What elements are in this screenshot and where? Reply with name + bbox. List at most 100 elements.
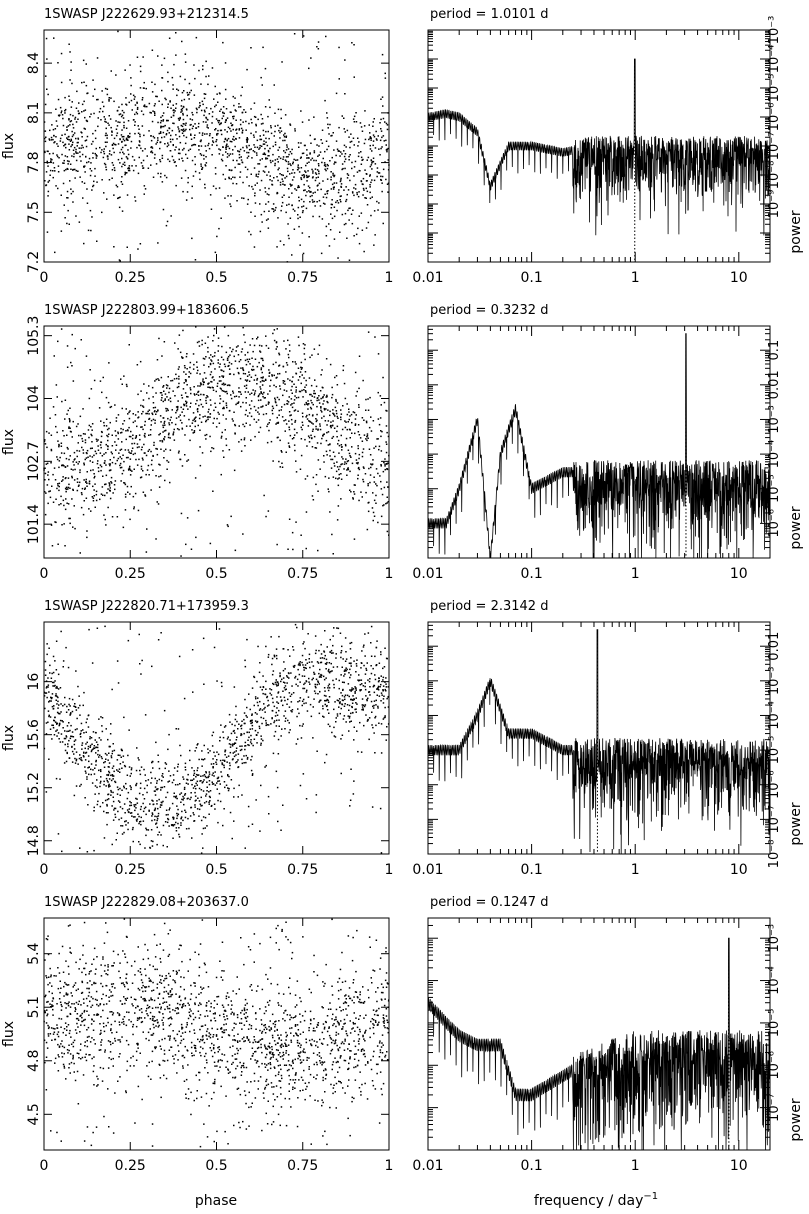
- data-point: [364, 688, 367, 691]
- data-point: [345, 721, 347, 723]
- data-point: [160, 789, 162, 791]
- data-point: [165, 448, 167, 451]
- data-point: [217, 362, 219, 364]
- data-point: [173, 111, 175, 114]
- data-point: [242, 326, 244, 329]
- data-point: [375, 699, 377, 702]
- data-point: [201, 343, 203, 346]
- data-point: [67, 477, 70, 479]
- data-point: [55, 425, 57, 428]
- data-point: [50, 449, 53, 452]
- data-point: [54, 521, 56, 523]
- data-point: [358, 242, 361, 245]
- data-point: [337, 505, 340, 507]
- data-point: [134, 452, 136, 455]
- data-point: [288, 518, 291, 520]
- data-point: [239, 119, 242, 121]
- data-point: [333, 465, 336, 467]
- data-point: [368, 138, 370, 141]
- data-point: [247, 155, 250, 157]
- data-point: [166, 129, 169, 132]
- data-point: [223, 390, 225, 392]
- data-point: [331, 533, 333, 536]
- data-point: [123, 111, 125, 114]
- data-point: [182, 118, 185, 121]
- data-point: [330, 207, 333, 209]
- data-point: [327, 444, 330, 446]
- data-point: [332, 476, 335, 478]
- data-point: [222, 736, 225, 739]
- data-point: [228, 762, 231, 764]
- data-point: [45, 733, 48, 735]
- data-point: [361, 455, 364, 458]
- data-point: [65, 168, 67, 171]
- data-point: [277, 820, 279, 823]
- data-point: [69, 737, 72, 740]
- data-point: [64, 108, 67, 111]
- data-point: [259, 388, 262, 390]
- data-point: [200, 852, 203, 854]
- data-point: [224, 129, 226, 131]
- data-point: [369, 184, 371, 186]
- data-point: [102, 802, 104, 804]
- data-point: [226, 153, 229, 155]
- data-point: [183, 134, 185, 137]
- data-point: [316, 201, 318, 203]
- data-point: [377, 353, 380, 355]
- data-point: [163, 430, 166, 432]
- data-point: [89, 744, 92, 747]
- data-point: [198, 145, 200, 147]
- data-point: [105, 483, 107, 485]
- data-point: [142, 470, 144, 472]
- data-point: [77, 110, 80, 112]
- data-point: [173, 161, 176, 164]
- data-point: [86, 135, 89, 138]
- data-point: [188, 82, 191, 85]
- data-point: [212, 766, 214, 768]
- data-point: [329, 414, 331, 417]
- data-point: [387, 462, 389, 464]
- data-point: [210, 450, 212, 453]
- data-point: [207, 119, 209, 121]
- data-point: [155, 741, 157, 744]
- data-point: [194, 394, 196, 396]
- data-point: [288, 188, 290, 190]
- data-point: [266, 425, 268, 428]
- data-point: [255, 421, 258, 423]
- data-point: [205, 356, 207, 358]
- data-point: [161, 136, 163, 139]
- data-point: [310, 190, 312, 193]
- data-point: [207, 83, 209, 86]
- data-point: [50, 136, 53, 139]
- data-point: [318, 164, 320, 167]
- data-point: [74, 527, 76, 530]
- data-point: [271, 412, 274, 415]
- data-point: [325, 35, 327, 38]
- data-point: [275, 648, 278, 650]
- data-point: [126, 385, 128, 388]
- data-point: [323, 650, 325, 652]
- data-point: [257, 118, 259, 121]
- data-point: [360, 180, 362, 182]
- data-point: [306, 445, 308, 447]
- data-point: [85, 145, 88, 148]
- data-point: [245, 120, 247, 123]
- data-point: [181, 422, 183, 424]
- data-point: [76, 90, 78, 93]
- data-point: [349, 141, 352, 143]
- data-point: [369, 186, 371, 188]
- data-point: [274, 715, 277, 717]
- data-point: [48, 179, 51, 182]
- data-point: [315, 177, 318, 179]
- data-point: [234, 423, 236, 426]
- data-point: [97, 117, 99, 119]
- data-point: [380, 430, 382, 432]
- data-point: [118, 106, 120, 108]
- data-point: [364, 655, 366, 657]
- data-point: [86, 452, 88, 455]
- data-point: [143, 105, 145, 107]
- data-point: [285, 135, 288, 137]
- data-point: [161, 779, 163, 782]
- data-point: [257, 399, 260, 402]
- data-point: [172, 104, 174, 106]
